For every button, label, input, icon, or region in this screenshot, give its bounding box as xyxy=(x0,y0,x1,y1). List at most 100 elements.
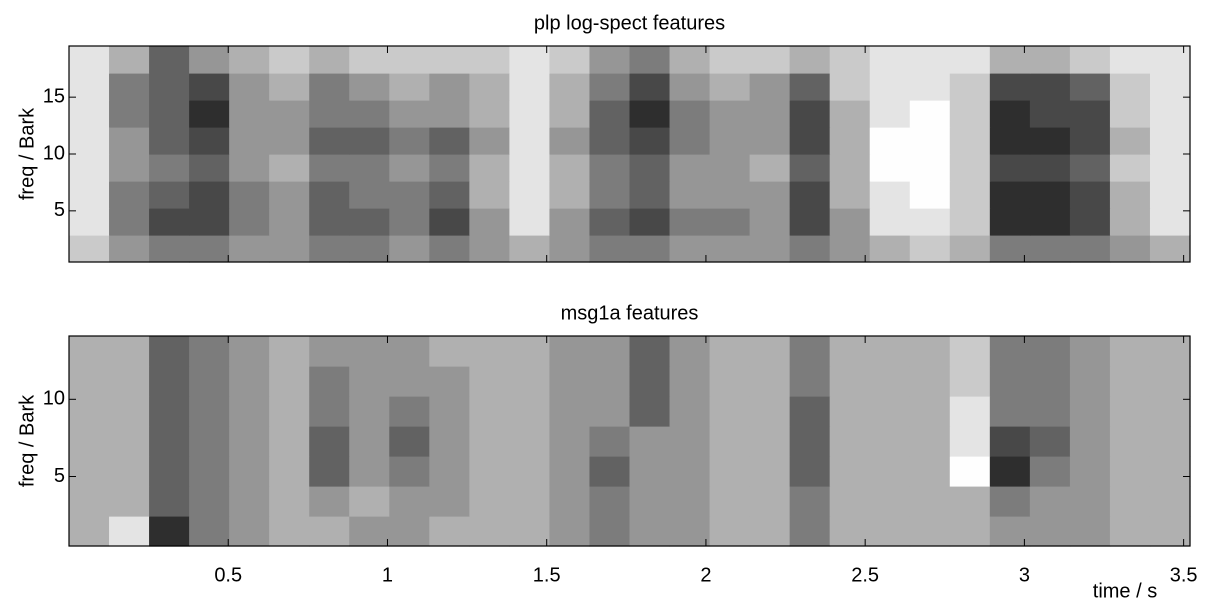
heat-cell xyxy=(1029,336,1071,367)
heat-cell xyxy=(429,396,470,427)
heat-cell xyxy=(1029,208,1071,236)
heat-cell xyxy=(69,426,110,457)
heat-cell xyxy=(589,100,631,128)
heat-cell xyxy=(989,181,1031,209)
heat-cell xyxy=(869,486,911,517)
heat-cell xyxy=(589,127,631,155)
heat-cell xyxy=(109,366,150,397)
heat-cell xyxy=(989,456,1031,487)
heat-cell xyxy=(869,336,911,367)
heat-cell xyxy=(1149,235,1191,263)
heat-cell xyxy=(749,235,791,263)
heat-cell xyxy=(229,100,270,128)
heat-cell xyxy=(749,336,791,367)
heat-cell xyxy=(69,516,110,547)
heat-cell xyxy=(109,486,150,517)
heat-cell xyxy=(549,366,591,397)
heat-cell xyxy=(709,336,751,367)
heat-cell xyxy=(989,336,1031,367)
heat-cell xyxy=(189,100,230,128)
heat-cell xyxy=(629,235,671,263)
heat-cell xyxy=(709,426,751,457)
heat-cell xyxy=(69,46,110,74)
heat-cell xyxy=(749,127,791,155)
heat-cell xyxy=(869,366,911,397)
heat-cell xyxy=(989,73,1031,101)
heat-cell xyxy=(789,154,831,182)
heat-cell xyxy=(1029,366,1071,397)
heat-cell xyxy=(829,396,871,427)
heat-cell xyxy=(1069,516,1111,547)
heat-cell xyxy=(829,516,871,547)
heat-cell xyxy=(389,46,430,74)
heat-cell xyxy=(229,396,270,427)
heat-cell xyxy=(789,100,831,128)
heat-cell xyxy=(1069,208,1111,236)
heat-cell xyxy=(1109,235,1151,263)
heat-cell xyxy=(189,486,230,517)
heat-cell xyxy=(429,154,470,182)
heat-cell xyxy=(589,235,631,263)
heat-cell xyxy=(749,366,791,397)
heat-cell xyxy=(189,208,230,236)
heat-cell xyxy=(589,208,631,236)
heat-cell xyxy=(549,396,591,427)
heat-cell xyxy=(949,208,991,236)
heat-cell xyxy=(229,46,270,74)
heat-cell xyxy=(349,154,390,182)
heat-cell xyxy=(629,181,671,209)
heat-cell xyxy=(909,100,951,128)
heat-cell xyxy=(429,456,470,487)
heat-cell xyxy=(229,208,270,236)
heat-cell xyxy=(69,336,110,367)
heat-cell xyxy=(909,366,951,397)
heat-cell xyxy=(1029,396,1071,427)
heat-cell xyxy=(749,181,791,209)
heat-cell xyxy=(549,486,591,517)
heat-cell xyxy=(429,181,470,209)
heat-cell xyxy=(189,181,230,209)
heat-cell xyxy=(229,154,270,182)
heat-cell xyxy=(829,100,871,128)
heat-cell xyxy=(469,426,510,457)
x-tick-label: 3 xyxy=(1019,564,1030,586)
heat-cell xyxy=(1069,366,1111,397)
heat-cell xyxy=(229,366,270,397)
x-axis-label: time / s xyxy=(1093,580,1157,601)
heat-cell xyxy=(669,235,711,263)
heat-cell xyxy=(429,516,470,547)
heat-cell xyxy=(309,426,350,457)
heat-cell xyxy=(109,46,150,74)
heat-cell xyxy=(1029,426,1071,457)
heat-cell xyxy=(149,366,190,397)
y-tick-label: 5 xyxy=(54,465,65,487)
heat-cell xyxy=(709,100,751,128)
heat-cell xyxy=(309,366,350,397)
heat-cell xyxy=(469,46,510,74)
heat-cell xyxy=(509,426,551,457)
heat-cell xyxy=(149,235,190,263)
heat-cell xyxy=(749,426,791,457)
heat-cell xyxy=(469,516,510,547)
heat-cell xyxy=(909,181,951,209)
heat-cell xyxy=(749,396,791,427)
heat-cell xyxy=(1149,154,1191,182)
heat-cell xyxy=(789,336,831,367)
heat-cell xyxy=(949,396,991,427)
heat-cell xyxy=(869,181,911,209)
heat-cell xyxy=(949,46,991,74)
heat-cell xyxy=(309,396,350,427)
heat-cell xyxy=(1069,127,1111,155)
heat-cell xyxy=(389,181,430,209)
heat-cell xyxy=(269,127,310,155)
heat-cell xyxy=(1109,181,1151,209)
heat-cell xyxy=(1149,366,1191,397)
y-tick-label: 5 xyxy=(54,199,65,221)
heat-cell xyxy=(69,208,110,236)
heat-cell xyxy=(309,486,350,517)
heat-cell xyxy=(189,366,230,397)
heat-cell xyxy=(629,336,671,367)
heat-cell xyxy=(629,426,671,457)
heat-cell xyxy=(869,100,911,128)
heat-cell xyxy=(1109,127,1151,155)
